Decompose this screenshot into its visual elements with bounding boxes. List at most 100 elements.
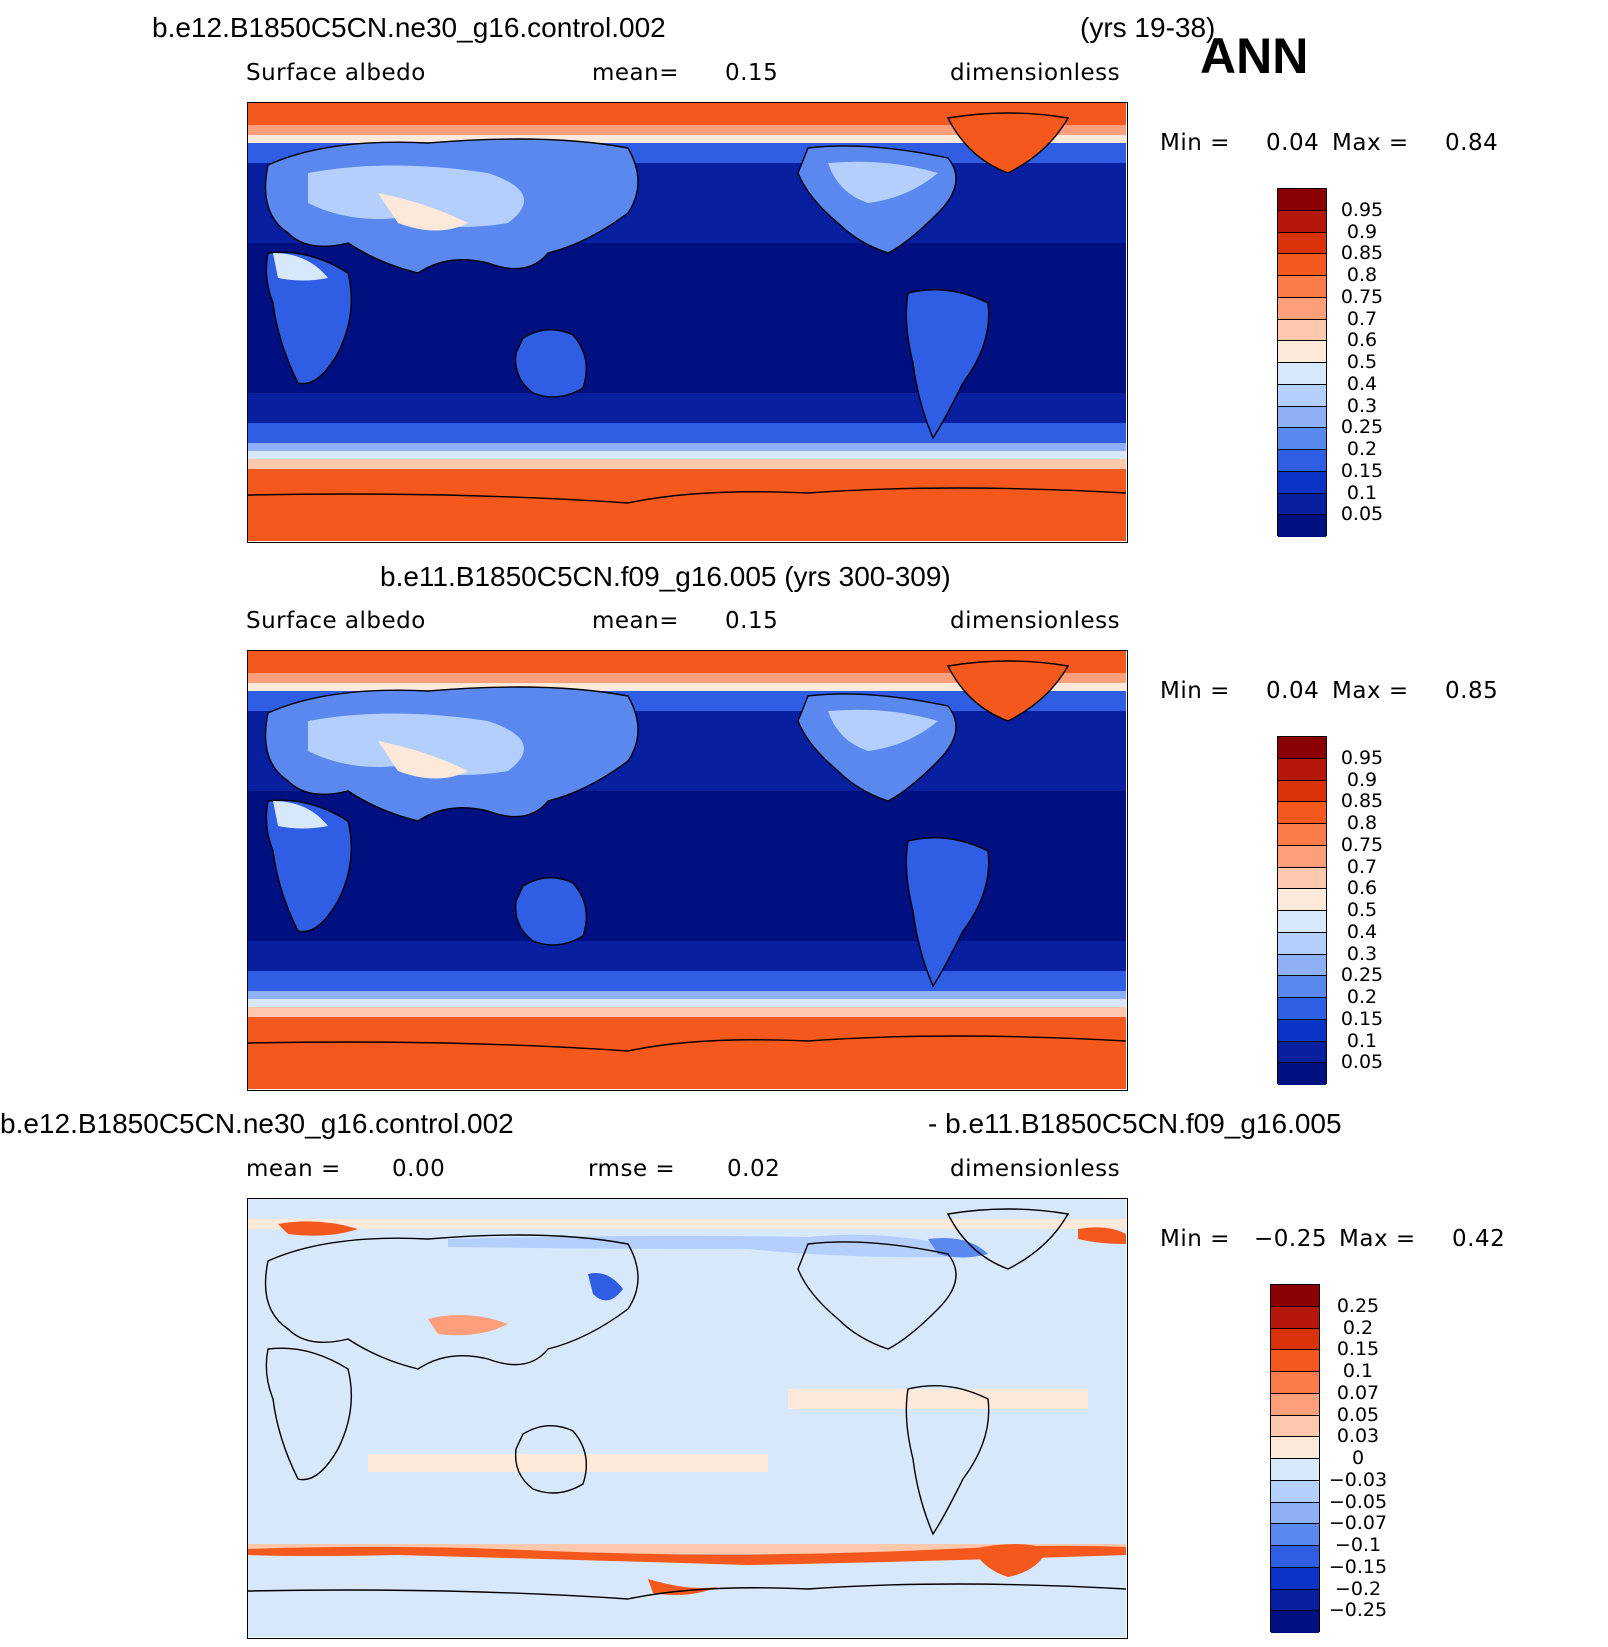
panel2-min-value: 0.04	[1266, 678, 1320, 704]
colorbar-tick-label: 0.6	[1346, 877, 1378, 900]
colorbar-swatch	[1278, 824, 1326, 846]
colorbar-swatch	[1271, 1350, 1319, 1372]
colorbar-swatch	[1278, 210, 1326, 233]
panel3-mean-value: 0.00	[392, 1156, 446, 1182]
colorbar-tick-label: 0.9	[1346, 220, 1378, 243]
colorbar-tick-label: 0.75	[1340, 285, 1384, 308]
colorbar-tick-label: 0.4	[1346, 372, 1378, 395]
colorbar-tick-label: 0.85	[1340, 790, 1384, 813]
panel1-mean-label: mean=	[592, 60, 679, 86]
panel1-mean-value: 0.15	[725, 60, 779, 86]
colorbar-swatch	[1278, 384, 1326, 407]
colorbar-swatch	[1271, 1306, 1319, 1329]
colorbar-swatch	[1271, 1372, 1319, 1394]
colorbar-swatch	[1278, 406, 1326, 429]
colorbar-swatch	[1278, 976, 1326, 998]
colorbar-swatch	[1278, 189, 1326, 211]
panel2-mean-label: mean=	[592, 608, 679, 634]
colorbar-tick-label: 0.95	[1340, 746, 1384, 769]
colorbar-tick-label: −0.07	[1328, 1512, 1388, 1535]
colorbar-swatch	[1278, 911, 1326, 933]
panel2-colorbar	[1277, 736, 1327, 1085]
colorbar-swatch	[1278, 276, 1326, 298]
colorbar-tick-label: 0.8	[1346, 812, 1378, 834]
colorbar-swatch	[1278, 428, 1326, 450]
colorbar-tick-label: 0.8	[1346, 264, 1378, 286]
panel1-max-label: Max =	[1332, 130, 1409, 156]
colorbar-swatch	[1278, 493, 1326, 516]
colorbar-tick-label: 0.1	[1346, 1029, 1378, 1052]
colorbar-swatch	[1278, 232, 1326, 255]
colorbar-swatch	[1278, 297, 1326, 320]
colorbar-tick-label: 0.85	[1340, 242, 1384, 265]
panel1-colorbar	[1277, 188, 1327, 537]
colorbar-swatch	[1271, 1393, 1319, 1416]
panel2-variable: Surface albedo	[246, 608, 426, 634]
colorbar-swatch	[1278, 780, 1326, 803]
colorbar-tick-label: 0.25	[1340, 416, 1384, 439]
panel2-max-label: Max =	[1332, 678, 1409, 704]
colorbar-swatch	[1278, 998, 1326, 1020]
colorbar-tick-label: 0.15	[1340, 459, 1384, 482]
colorbar-tick-label: −0.05	[1328, 1490, 1388, 1513]
colorbar-tick-label: 0.2	[1346, 438, 1378, 460]
colorbar-swatch	[1271, 1415, 1319, 1438]
colorbar-swatch	[1278, 737, 1326, 759]
colorbar-swatch	[1271, 1546, 1319, 1568]
colorbar-swatch	[1271, 1480, 1319, 1503]
panel1-variable: Surface albedo	[246, 60, 426, 86]
colorbar-swatch	[1278, 341, 1326, 363]
colorbar-swatch	[1271, 1502, 1319, 1525]
colorbar-tick-label: −0.1	[1334, 1534, 1382, 1556]
panel3-max-label: Max =	[1339, 1226, 1416, 1252]
panel2-mean-value: 0.15	[725, 608, 779, 634]
panel3-colorbar	[1270, 1284, 1320, 1633]
colorbar-swatch	[1271, 1328, 1319, 1351]
colorbar-tick-label: 0.2	[1346, 986, 1378, 1008]
panel1-min-label: Min =	[1160, 130, 1230, 156]
colorbar-swatch	[1278, 515, 1326, 537]
colorbar-tick-label: 0.25	[1336, 1294, 1380, 1317]
panel2-albedo-map	[247, 650, 1128, 1091]
season-label: ANN	[1200, 28, 1309, 84]
panel3-max-value: 0.42	[1452, 1226, 1506, 1252]
panel2-units: dimensionless	[950, 608, 1121, 634]
colorbar-tick-label: −0.2	[1334, 1577, 1382, 1600]
panel1-title: b.e12.B1850C5CN.ne30_g16.control.002	[152, 12, 666, 43]
panel3-min-value: −0.25	[1254, 1226, 1327, 1252]
panel1-years: (yrs 19-38)	[1080, 12, 1216, 43]
colorbar-swatch	[1271, 1459, 1319, 1481]
colorbar-tick-label: 0.07	[1336, 1381, 1380, 1404]
colorbar-tick-label: 0.95	[1340, 198, 1384, 221]
colorbar-tick-label: −0.03	[1328, 1468, 1388, 1491]
colorbar-swatch	[1278, 845, 1326, 868]
panel3-title-right: - b.e11.B1850C5CN.f09_g16.005	[928, 1108, 1342, 1139]
colorbar-tick-label: 0.7	[1346, 307, 1378, 330]
panel2-max-value: 0.85	[1445, 678, 1499, 704]
colorbar-swatch	[1278, 932, 1326, 955]
colorbar-tick-label: 0.03	[1336, 1425, 1380, 1448]
colorbar-tick-label: 0.75	[1340, 833, 1384, 856]
colorbar-tick-label: 0.05	[1340, 1051, 1384, 1074]
colorbar-swatch	[1278, 363, 1326, 385]
panel1-min-value: 0.04	[1266, 130, 1320, 156]
colorbar-swatch	[1278, 954, 1326, 977]
colorbar-swatch	[1271, 1437, 1319, 1459]
colorbar-tick-label: 0.5	[1346, 351, 1378, 373]
colorbar-tick-label: −0.15	[1328, 1555, 1388, 1578]
panel3-min-label: Min =	[1160, 1226, 1230, 1252]
panel3-mean-label: mean =	[246, 1156, 341, 1182]
colorbar-swatch	[1271, 1567, 1319, 1590]
panel3-rmse-label: rmse =	[588, 1156, 676, 1182]
colorbar-swatch	[1278, 758, 1326, 781]
colorbar-swatch	[1271, 1524, 1319, 1546]
colorbar-tick-label: 0.5	[1346, 899, 1378, 921]
colorbar-tick-label: 0.7	[1346, 855, 1378, 878]
colorbar-swatch	[1278, 450, 1326, 472]
colorbar-swatch	[1271, 1589, 1319, 1612]
colorbar-tick-label: 0.05	[1340, 503, 1384, 526]
colorbar-swatch	[1278, 889, 1326, 911]
panel1-albedo-map	[247, 102, 1128, 543]
colorbar-tick-label: 0.9	[1346, 768, 1378, 791]
colorbar-tick-label: 0.4	[1346, 920, 1378, 943]
